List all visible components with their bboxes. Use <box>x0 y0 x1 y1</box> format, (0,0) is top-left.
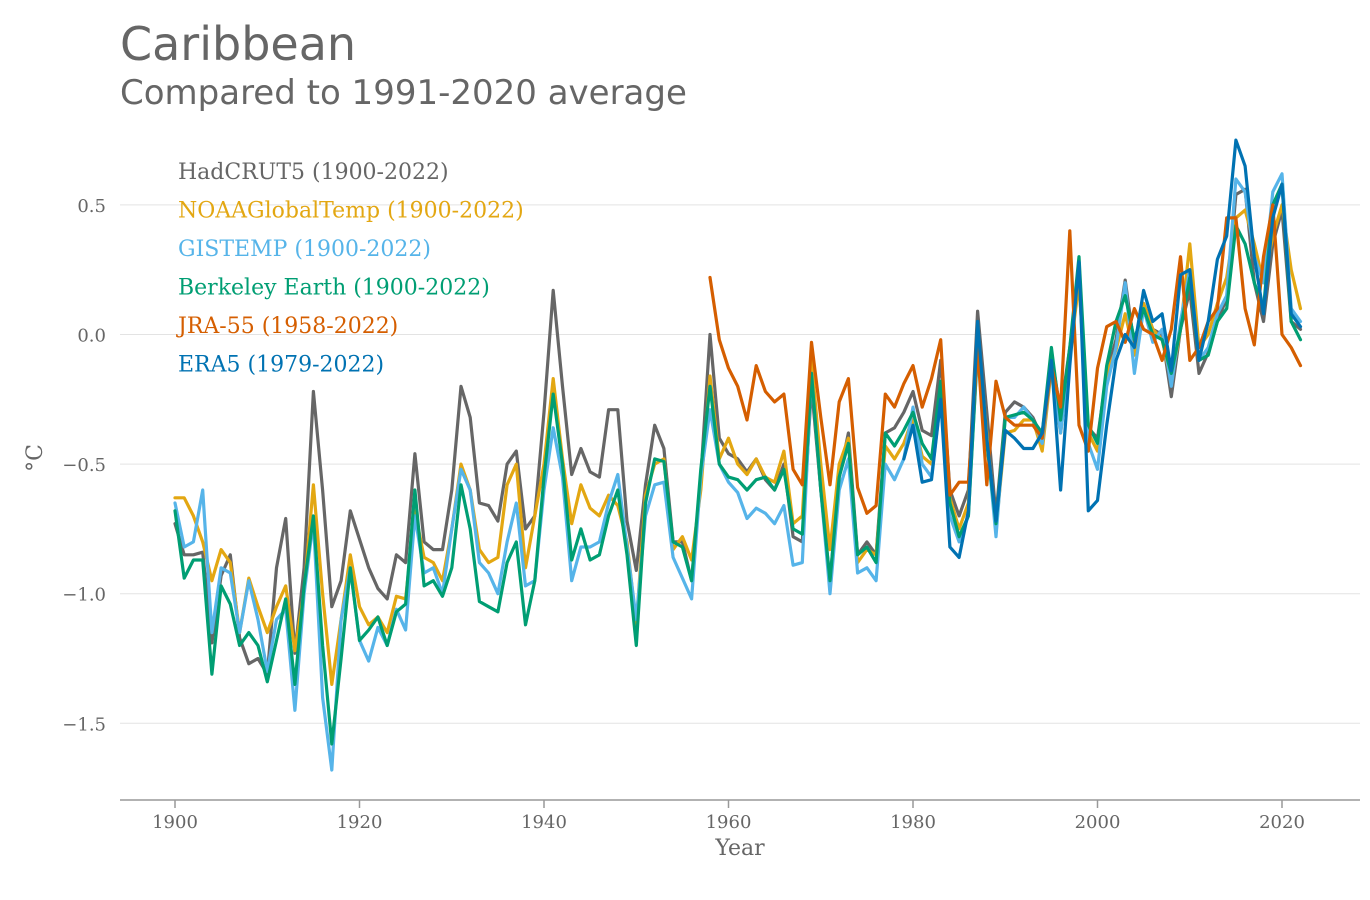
y-tick-label: 0.0 <box>77 326 106 347</box>
chart-title: Caribbean <box>120 17 356 71</box>
legend-entry: ERA5 (1979-2022) <box>178 353 384 378</box>
legend: HadCRUT5 (1900-2022) NOAAGlobalTemp (1900… <box>176 160 524 378</box>
y-tick-label: −1.5 <box>62 714 106 735</box>
series-line-0 <box>173 187 1303 676</box>
series-line-4 <box>708 203 1303 515</box>
x-axis-label: Year <box>714 836 765 861</box>
x-axis-ticks: 1900 1920 1940 1960 1980 2000 2020 <box>152 800 1305 833</box>
x-tick-label: 1940 <box>521 812 567 833</box>
y-axis-label: °C <box>23 444 48 472</box>
series-line-5 <box>902 138 1303 560</box>
series-line-3 <box>173 182 1303 746</box>
x-tick-label: 1980 <box>890 812 936 833</box>
series-lines <box>173 138 1303 772</box>
x-tick-label: 1960 <box>706 812 752 833</box>
y-axis-ticks: −1.5 −1.0 −0.5 0.0 0.5 <box>62 196 106 735</box>
series-line-2 <box>173 172 1303 772</box>
y-tick-label: −0.5 <box>62 455 106 476</box>
legend-entry: NOAAGlobalTemp (1900-2022) <box>178 199 524 224</box>
legend-entry: Berkeley Earth (1900-2022) <box>178 276 490 301</box>
x-tick-label: 2000 <box>1075 812 1121 833</box>
chart-subtitle: Compared to 1991-2020 average <box>120 73 687 113</box>
legend-entry: JRA-55 (1958-2022) <box>176 314 398 339</box>
x-tick-label: 1900 <box>152 812 198 833</box>
y-tick-label: 0.5 <box>77 196 106 217</box>
y-tick-label: −1.0 <box>62 585 106 606</box>
x-tick-label: 2020 <box>1259 812 1305 833</box>
legend-entry: GISTEMP (1900-2022) <box>178 237 431 262</box>
legend-entry: HadCRUT5 (1900-2022) <box>178 160 449 185</box>
x-tick-label: 1920 <box>337 812 383 833</box>
